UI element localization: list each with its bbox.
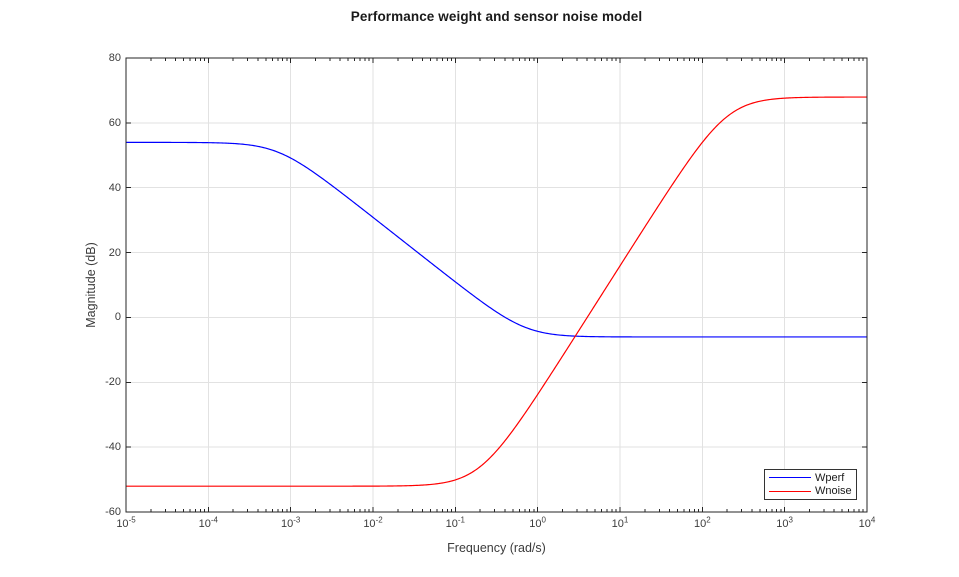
x-tick-label: 10-1 [445, 515, 466, 530]
y-tick-label: -60 [105, 506, 121, 518]
legend-box: Wperf Wnoise [764, 469, 857, 500]
x-tick-label: 10-5 [116, 515, 136, 530]
curve-wnoise [126, 96, 867, 487]
legend-label: Wnoise [815, 485, 852, 498]
x-tick-label: 100 [529, 515, 547, 530]
y-tick-label: 20 [108, 246, 121, 259]
plot-box [125, 57, 868, 513]
x-tick-label: 10-3 [280, 515, 301, 530]
chart-title: Performance weight and sensor noise mode… [350, 9, 643, 24]
y-tick-label: -20 [105, 376, 121, 389]
x-tick-label: 103 [776, 515, 794, 530]
x-tick-label: 10-2 [363, 515, 383, 530]
legend-label: Wperf [815, 471, 845, 484]
y-tick-label: 0 [114, 311, 121, 324]
legend-entry-wnoise: Wnoise [769, 485, 852, 498]
legend-line-sample [769, 490, 811, 492]
x-tick-label: 10-4 [198, 515, 219, 530]
x-tick-label: 101 [611, 515, 629, 530]
x-tick-label: 104 [858, 515, 876, 530]
legend-line-sample [769, 477, 811, 479]
y-tick-label: 40 [108, 181, 121, 194]
x-tick-label: 102 [693, 515, 711, 530]
legend-entry-wperf: Wperf [769, 471, 852, 484]
x-axis-label: Frequency (rad/s) [447, 541, 546, 555]
curve-wperf [126, 141, 867, 338]
y-tick-label: -40 [105, 441, 121, 454]
y-tick-label: 80 [108, 52, 121, 64]
y-tick-label: 60 [108, 116, 121, 129]
